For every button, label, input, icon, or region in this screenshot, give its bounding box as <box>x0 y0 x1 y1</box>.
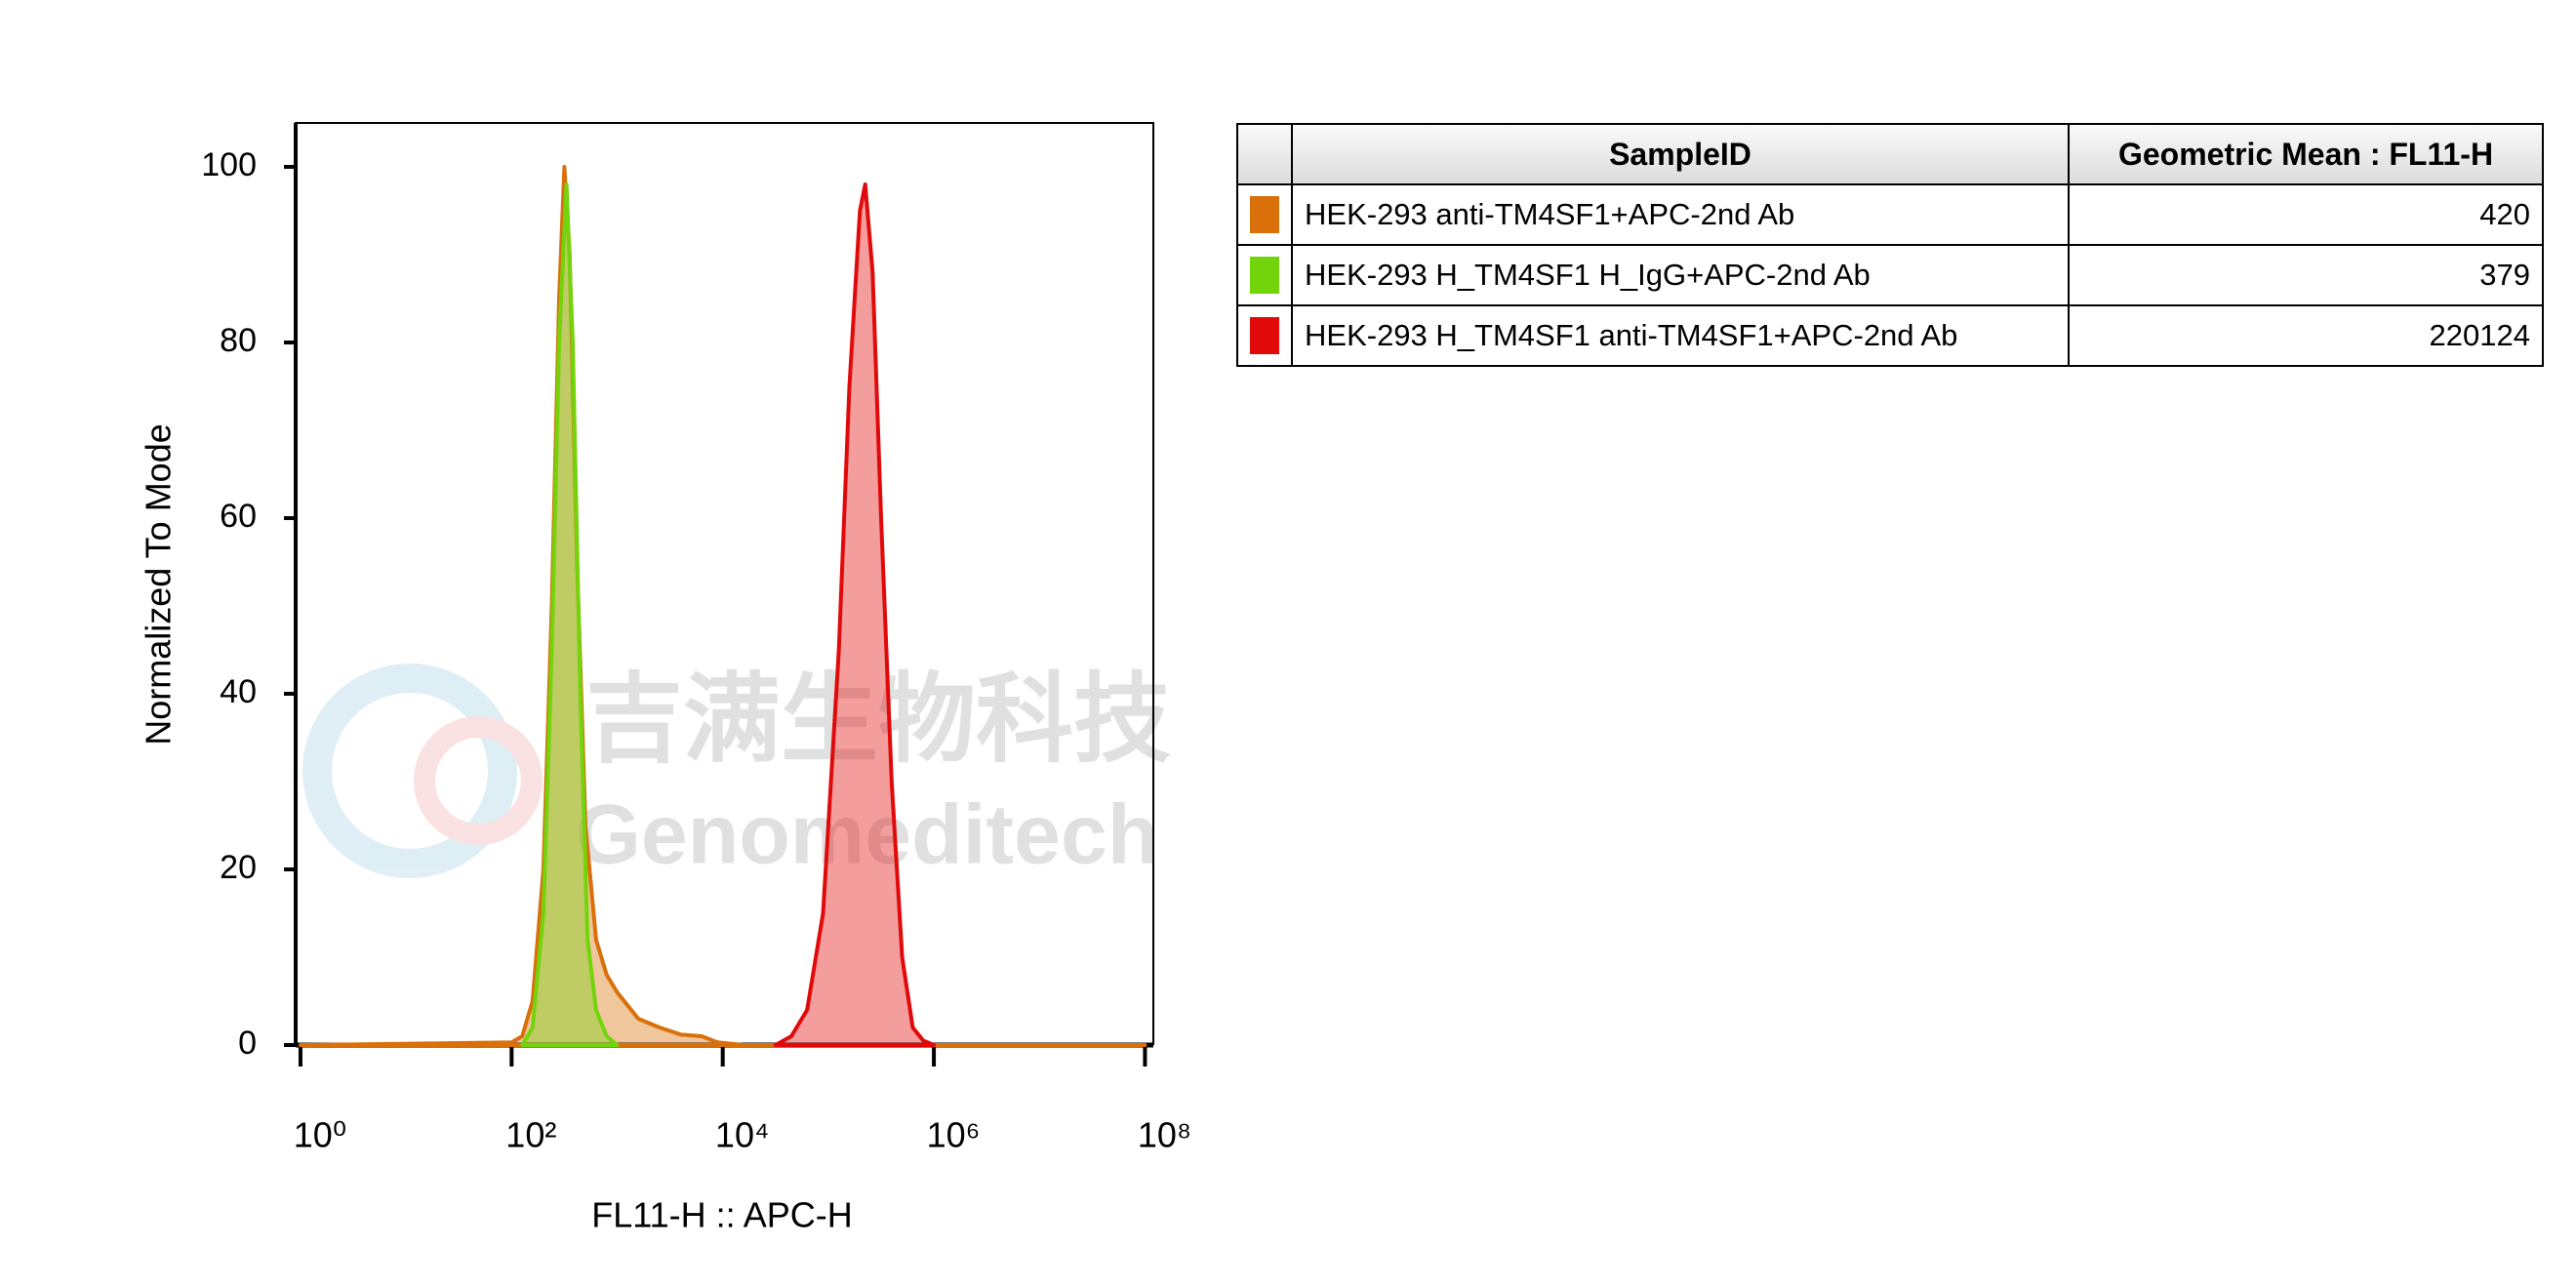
legend-swatch <box>1250 317 1279 355</box>
table-row: HEK-293 H_TM4SF1 H_IgG+APC-2nd Ab 379 <box>1236 244 2544 306</box>
y-tick-label: 100 <box>201 146 257 183</box>
table-body: HEK-293 anti-TM4SF1+APC-2nd Ab 420 HEK-293… <box>1236 183 2544 367</box>
histogram-area <box>520 182 620 1047</box>
watermark-text: Genomeditech <box>576 788 1158 882</box>
histogram-area <box>299 165 1147 1047</box>
histogram-area <box>773 182 937 1047</box>
legend-swatch <box>1250 196 1279 234</box>
y-tick-label: 80 <box>220 322 257 359</box>
y-tick-label: 0 <box>238 1025 257 1062</box>
x-tick-label: 10² <box>505 1115 556 1155</box>
watermark: 吉满生物科技 Genomeditech <box>302 664 1171 882</box>
watermark-text: 吉满生物科技 <box>585 664 1171 774</box>
y-tick-label: 20 <box>220 849 257 886</box>
y-axis-label: Normalized To Mode <box>139 423 179 745</box>
x-tick-label: 10⁶ <box>927 1115 981 1155</box>
legend-table: SampleID Geometric Mean : FL11-H HEK-293 … <box>1236 123 2544 367</box>
chart: 吉满生物科技 Genomeditech Normalized To Mode F… <box>139 122 1191 1235</box>
header-cell <box>1236 123 1293 185</box>
geometric-mean: 379 <box>2068 244 2544 306</box>
swatch-cell <box>1236 304 1293 367</box>
watermark-logo <box>414 716 543 845</box>
table-row: HEK-293 H_TM4SF1 anti-TM4SF1+APC-2nd Ab 2… <box>1236 304 2544 367</box>
header-cell: SampleID <box>1291 123 2070 185</box>
swatch-cell <box>1236 183 1293 246</box>
geometric-mean: 220124 <box>2068 304 2544 367</box>
sample-id: HEK-293 H_TM4SF1 H_IgG+APC-2nd Ab <box>1291 244 2070 306</box>
swatch-cell <box>1236 244 1293 306</box>
header-cell: Geometric Mean : FL11-H <box>2068 123 2544 185</box>
watermark-logo <box>302 664 517 878</box>
plot-frame <box>295 122 1154 1045</box>
x-tick-label: 10⁰ <box>294 1115 346 1155</box>
sample-id: HEK-293 H_TM4SF1 anti-TM4SF1+APC-2nd Ab <box>1291 304 2070 367</box>
x-tick-label: 10⁴ <box>715 1115 770 1155</box>
legend-swatch <box>1250 257 1279 295</box>
sample-id: HEK-293 anti-TM4SF1+APC-2nd Ab <box>1291 183 2070 246</box>
table-row: HEK-293 anti-TM4SF1+APC-2nd Ab 420 <box>1236 183 2544 246</box>
geometric-mean: 420 <box>2068 183 2544 246</box>
x-axis-label: FL11-H :: APC-H <box>591 1195 852 1235</box>
x-tick-label: 10⁸ <box>1138 1115 1191 1155</box>
y-tick-label: 40 <box>220 673 257 710</box>
y-tick-label: 60 <box>220 498 257 535</box>
